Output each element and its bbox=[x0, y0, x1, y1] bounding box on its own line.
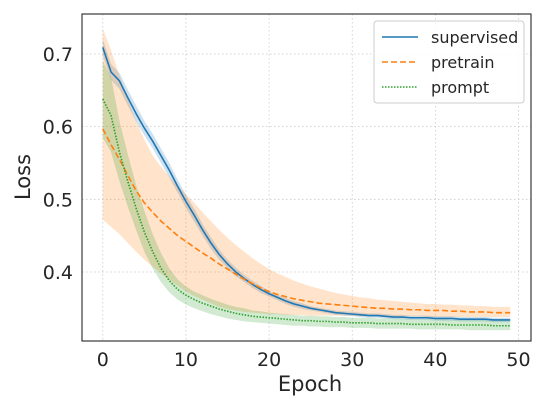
legend: supervised pretrain prompt bbox=[373, 20, 525, 104]
x-axis-label: Epoch bbox=[278, 372, 342, 396]
y-tick-label: 0.4 bbox=[43, 262, 73, 284]
x-tick-label: 0 bbox=[97, 349, 109, 371]
y-tick-label: 0.5 bbox=[43, 189, 73, 211]
confidence-bands bbox=[102, 28, 511, 331]
x-tick-label: 20 bbox=[257, 349, 281, 371]
legend-label-pretrain: pretrain bbox=[431, 53, 494, 72]
band-pretrain bbox=[102, 28, 511, 318]
grid bbox=[82, 14, 531, 341]
legend-label-prompt: prompt bbox=[431, 78, 489, 97]
x-tick-label: 50 bbox=[506, 349, 530, 371]
line-pretrain bbox=[102, 128, 511, 314]
y-axis-label: Loss bbox=[11, 154, 35, 200]
line-supervised bbox=[102, 47, 511, 321]
legend-box bbox=[373, 20, 525, 104]
line-prompt bbox=[102, 98, 511, 327]
y-tick-label: 0.7 bbox=[43, 44, 73, 66]
series-lines bbox=[102, 47, 511, 327]
y-tick-label: 0.6 bbox=[43, 117, 73, 139]
axis-ticks: 0 10 20 30 40 50 0.4 0.5 0.6 0.7 bbox=[43, 44, 531, 371]
x-tick-label: 30 bbox=[340, 349, 364, 371]
legend-label-supervised: supervised bbox=[431, 28, 518, 47]
plot-frame bbox=[81, 13, 532, 342]
x-tick-label: 40 bbox=[423, 349, 447, 371]
x-tick-label: 10 bbox=[174, 349, 198, 371]
